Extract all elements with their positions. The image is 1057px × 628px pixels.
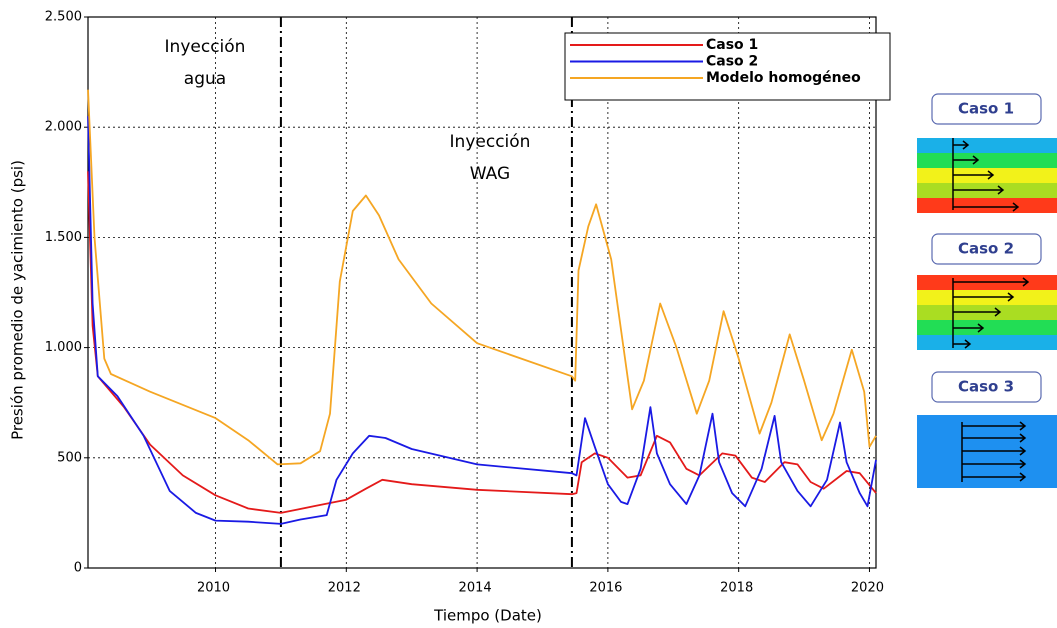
arrows <box>952 277 1030 349</box>
layer <box>917 320 1057 335</box>
panel-label: Caso 1 <box>958 100 1014 118</box>
panel-case-3: Caso 3 <box>917 371 1057 488</box>
layer <box>917 198 1057 213</box>
x-axis-label: Tiempo (Date) <box>433 607 542 625</box>
series-line <box>87 116 877 525</box>
panel-label: Caso 3 <box>958 378 1014 396</box>
panel-box <box>931 233 1042 265</box>
x-tick-label: 2012 <box>328 581 361 596</box>
legend-label: Caso 2 <box>706 54 758 70</box>
panel-box <box>931 93 1042 125</box>
legend-label: Caso 1 <box>706 37 758 53</box>
x-tick-label: 2020 <box>851 581 884 596</box>
x-tick-label: 2018 <box>720 581 753 596</box>
y-tick-label: 2.000 <box>45 120 82 135</box>
panel-label: Caso 2 <box>958 240 1014 258</box>
annotation: Inyección <box>450 132 531 152</box>
y-tick-label: 500 <box>57 450 82 465</box>
y-axis-label: Presión promedio de yacimiento (psi) <box>9 160 27 440</box>
series-line <box>87 89 877 466</box>
y-tick-label: 1.000 <box>45 340 82 355</box>
panel-case-1: Caso 1 <box>917 93 1057 213</box>
y-tick-label: 1.500 <box>45 230 82 245</box>
panel-box <box>931 371 1042 403</box>
plot-frame <box>87 16 877 569</box>
panel-case-2: Caso 2 <box>917 233 1057 350</box>
arrows <box>952 138 1020 212</box>
layer <box>917 335 1057 350</box>
legend-label: Modelo homogéneo <box>706 70 861 86</box>
y-tick-label: 0 <box>74 561 82 576</box>
annotation: agua <box>184 69 226 89</box>
series-line <box>87 171 877 514</box>
x-tick-label: 2016 <box>589 581 622 596</box>
annotation: WAG <box>470 164 510 184</box>
x-tick-label: 2010 <box>197 581 230 596</box>
annotation: Inyección <box>165 37 246 57</box>
y-tick-label: 2.500 <box>45 10 82 25</box>
layer <box>917 138 1057 153</box>
arrows <box>961 421 1027 482</box>
layer <box>917 153 1057 168</box>
x-tick-label: 2014 <box>459 581 492 596</box>
